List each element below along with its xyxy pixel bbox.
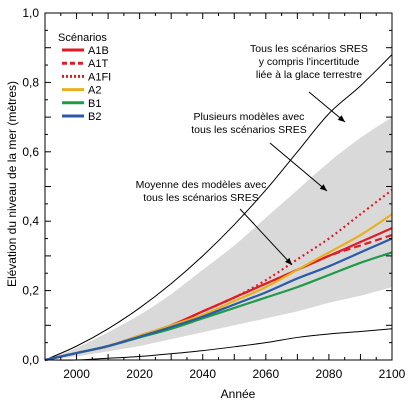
annotation-model-mean-arrow	[239, 208, 293, 266]
y-tick-label: 0,4	[22, 214, 39, 228]
annotation-model-mean-line: Moyenne des modèles avec	[136, 179, 267, 191]
y-tick-label: 0,6	[22, 145, 39, 159]
annotation-model-range-arrow-head	[319, 184, 327, 191]
x-tick-label: 2100	[379, 367, 406, 381]
legend-label-b1: B1	[88, 98, 101, 110]
legend-title: Scénarios	[58, 32, 107, 44]
y-axis-label: Elévation du niveau de la mer (mètres)	[5, 81, 19, 287]
annotation-all-scenarios-line: Tous les scénarios SRES	[250, 43, 368, 55]
y-tick-label: 0,0	[22, 353, 39, 367]
series-line-b2	[44, 237, 393, 362]
annotation-all-scenarios-arrow-head	[337, 115, 345, 122]
annotation-model-range-line: tous les scénarios SRES	[191, 124, 307, 136]
x-axis-label: Année	[221, 387, 256, 401]
annotation-all-scenarios-line: y compris l'incertitude	[259, 56, 360, 68]
legend-label-b2: B2	[88, 111, 101, 123]
x-tick-label: 2000	[63, 367, 90, 381]
annotation-model-mean-arrow-head	[285, 257, 292, 265]
annotation-model-mean-line: tous les scénarios SRES	[143, 192, 259, 204]
model-range-band	[45, 117, 392, 360]
x-tick-label: 2020	[126, 367, 153, 381]
y-tick-label: 0,8	[22, 75, 39, 89]
y-tick-label: 1,0	[22, 6, 39, 20]
legend-label-a1t: A1T	[88, 58, 108, 70]
annotation-model-range-arrow	[269, 142, 328, 192]
legend-label-a2: A2	[88, 85, 101, 97]
tick-layer: 2000 2020 2040 2060 2080 2100 0,0 0,2 0,4 0,6 0,8 1…	[22, 6, 405, 381]
x-tick-label: 2040	[189, 367, 216, 381]
annotation-model-range-line: Plusieurs modèles avec	[194, 111, 305, 123]
series-layer	[44, 189, 393, 362]
y-tick-label: 0,2	[22, 284, 39, 298]
x-tick-label: 2060	[252, 367, 279, 381]
legend-label-a1fi: A1FI	[88, 71, 111, 83]
x-tick-label: 2080	[316, 367, 343, 381]
legend-label-a1b: A1B	[88, 45, 109, 57]
annotation-all-scenarios-arrow	[308, 91, 346, 123]
outer-range-lower-line	[44, 328, 393, 361]
annotation-all-scenarios-line: liée à la glace terrestre	[256, 69, 362, 81]
